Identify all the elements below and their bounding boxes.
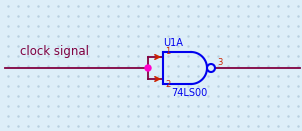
Circle shape <box>207 64 215 72</box>
Text: clock signal: clock signal <box>20 45 89 59</box>
Text: 74LS00: 74LS00 <box>171 88 207 98</box>
Text: U1A: U1A <box>163 38 183 48</box>
Text: 1: 1 <box>165 47 170 56</box>
Circle shape <box>145 65 151 71</box>
Text: 3: 3 <box>217 58 222 67</box>
Text: 2: 2 <box>165 80 170 89</box>
